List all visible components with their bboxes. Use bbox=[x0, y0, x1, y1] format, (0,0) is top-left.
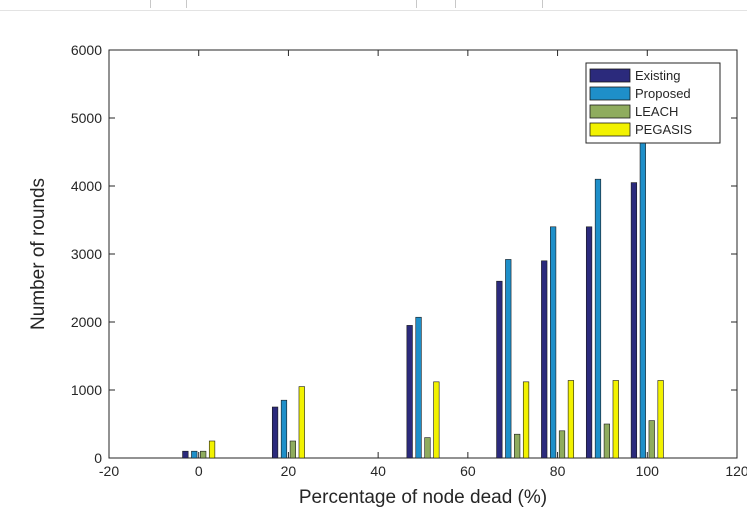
y-tick-label: 6000 bbox=[71, 42, 102, 58]
legend-swatch-existing bbox=[589, 68, 631, 83]
bar-leach-100 bbox=[648, 420, 655, 459]
x-axis-ticks: -20 0 20 40 60 80 100 120 bbox=[99, 50, 747, 479]
bar-pegasis-50 bbox=[433, 381, 440, 459]
y-tick-label: 1000 bbox=[71, 382, 102, 398]
legend: Existing Proposed LEACH PEGASIS bbox=[585, 62, 721, 144]
bar-pegasis-100 bbox=[657, 380, 664, 459]
bar-pegasis-80 bbox=[567, 380, 575, 459]
x-tick-label: -20 bbox=[99, 463, 119, 479]
toolbar-separator bbox=[416, 0, 417, 8]
bar-proposed-20 bbox=[280, 399, 288, 459]
bar-leach-0 bbox=[200, 450, 207, 459]
bar-existing-100 bbox=[630, 182, 638, 459]
toolbar-separator bbox=[455, 0, 456, 8]
legend-label-existing: Existing bbox=[635, 68, 681, 83]
x-tick-label: 60 bbox=[460, 463, 476, 479]
y-tick-label: 0 bbox=[94, 450, 102, 466]
bars-group bbox=[182, 124, 664, 459]
bar-existing-90 bbox=[585, 226, 593, 459]
bar-leach-50 bbox=[424, 437, 431, 459]
legend-label-leach: LEACH bbox=[635, 104, 678, 119]
bar-existing-50 bbox=[406, 325, 413, 459]
toolbar-separator bbox=[542, 0, 543, 8]
bar-existing-20 bbox=[271, 406, 279, 459]
bar-existing-70 bbox=[496, 280, 503, 459]
legend-label-proposed: Proposed bbox=[635, 86, 691, 101]
legend-label-pegasis: PEGASIS bbox=[635, 122, 692, 137]
x-tick-label: 40 bbox=[370, 463, 386, 479]
bar-proposed-0 bbox=[191, 450, 198, 459]
x-axis-label: Percentage of node dead (%) bbox=[299, 487, 547, 508]
legend-swatch-pegasis bbox=[589, 122, 631, 137]
y-tick-label: 5000 bbox=[71, 110, 102, 126]
bar-proposed-50 bbox=[415, 316, 422, 459]
bar-proposed-80 bbox=[550, 226, 557, 459]
y-tick-label: 2000 bbox=[71, 314, 102, 330]
y-axis-ticks: 0 1000 2000 3000 4000 5000 6000 bbox=[71, 42, 737, 466]
y-axis-label: Number of rounds bbox=[28, 178, 49, 330]
x-tick-label: 80 bbox=[550, 463, 566, 479]
bar-existing-0 bbox=[182, 450, 189, 459]
bar-leach-90 bbox=[603, 423, 610, 459]
bar-leach-20 bbox=[289, 440, 296, 459]
toolbar-separator bbox=[186, 0, 187, 8]
x-tick-label: 20 bbox=[281, 463, 297, 479]
y-tick-label: 4000 bbox=[71, 178, 102, 194]
toolbar-separator bbox=[150, 0, 151, 8]
top-toolbar-strip bbox=[0, 0, 747, 11]
bar-existing-80 bbox=[541, 260, 548, 459]
bar-proposed-90 bbox=[594, 178, 602, 459]
y-tick-label: 3000 bbox=[71, 246, 102, 262]
bar-pegasis-90 bbox=[612, 380, 619, 459]
legend-swatch-proposed bbox=[589, 86, 631, 101]
bar-pegasis-70 bbox=[522, 381, 530, 459]
x-tick-label: 0 bbox=[195, 463, 203, 479]
bar-leach-80 bbox=[558, 430, 566, 459]
bar-proposed-100 bbox=[639, 124, 646, 459]
bar-proposed-70 bbox=[505, 259, 512, 459]
x-tick-label: 120 bbox=[725, 463, 747, 479]
bar-leach-70 bbox=[514, 433, 521, 459]
bar-pegasis-0 bbox=[208, 440, 216, 459]
legend-swatch-leach bbox=[589, 104, 631, 119]
bar-pegasis-20 bbox=[298, 386, 305, 459]
x-tick-label: 100 bbox=[636, 463, 660, 479]
